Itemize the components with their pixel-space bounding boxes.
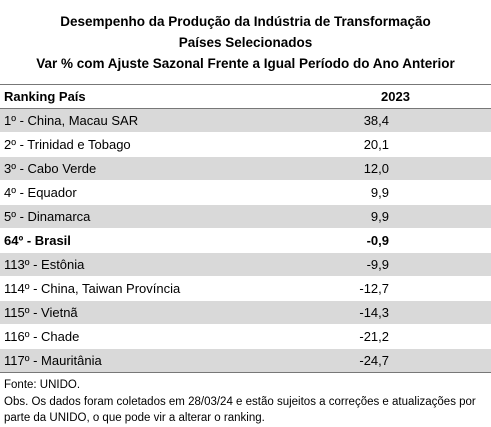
value-cell: 9,9	[370, 209, 389, 224]
titles: Desempenho da Produção da Indústria de T…	[0, 0, 491, 74]
table-row: 2º - Trinidad e Tobago 20,1	[0, 133, 491, 157]
table-row: 116º - Chade -21,2	[0, 325, 491, 349]
country-cell: 114º - China, Taiwan Província	[4, 281, 181, 296]
description: Var % com Ajuste Sazonal Frente a Igual …	[36, 56, 455, 71]
table-row: 114º - China, Taiwan Província -12,7	[0, 277, 491, 301]
table-row: 4º - Equador 9,9	[0, 181, 491, 205]
country-cell: 4º - Equador	[4, 185, 77, 200]
title: Desempenho da Produção da Indústria de T…	[60, 14, 431, 29]
value-cell: 9,9	[370, 185, 389, 200]
value-cell: -0,9	[366, 233, 389, 248]
country-cell: 1º - China, Macau SAR	[4, 113, 139, 128]
value-cell: -14,3	[359, 305, 389, 320]
footer: Fonte: UNIDO. Obs. Os dados foram coleta…	[0, 373, 491, 427]
table-row: 64º - Brasil -0,9	[0, 229, 491, 253]
value-cell: -9,9	[366, 257, 389, 272]
country-cell: 64º - Brasil	[4, 233, 71, 248]
ranking-table: Ranking País 2023 1º - China, Macau SAR 3…	[0, 84, 491, 373]
country-cell: 116º - Chade	[4, 329, 80, 344]
value-cell: 38,4	[363, 113, 389, 128]
subtitle: Países Selecionados	[178, 35, 313, 50]
value-cell: -21,2	[359, 329, 389, 344]
country-cell: 115º - Vietnã	[4, 305, 78, 320]
table-row: 5º - Dinamarca 9,9	[0, 204, 491, 229]
table-row: 117º - Mauritânia -24,7	[0, 348, 491, 373]
value-cell: -12,7	[359, 281, 389, 296]
note: Obs. Os dados foram coletados em 28/03/2…	[4, 395, 476, 425]
table-row: 1º - China, Macau SAR 38,4	[0, 108, 491, 133]
country-cell: 3º - Cabo Verde	[4, 161, 97, 176]
table-row: 3º - Cabo Verde 12,0	[0, 156, 491, 181]
table-row: 113º - Estônia -9,9	[0, 252, 491, 277]
table-body: 1º - China, Macau SAR 38,4 2º - Trinidad e…	[0, 108, 491, 373]
country-cell: 113º - Estônia	[4, 257, 85, 272]
column-header: Ranking País	[0, 84, 300, 109]
country-cell: 5º - Dinamarca	[4, 209, 91, 224]
country-cell: 2º - Trinidad e Tobago	[4, 137, 131, 152]
value-cell: 20,1	[363, 137, 389, 152]
source: Fonte: UNIDO.	[4, 379, 81, 391]
value-cell: -24,7	[359, 353, 389, 368]
column-header: 2023	[300, 84, 491, 109]
country-cell: 117º - Mauritânia	[4, 353, 102, 368]
value-cell: 12,0	[363, 161, 389, 176]
header-row: Ranking País 2023	[0, 84, 491, 109]
table-row: 115º - Vietnã -14,3	[0, 300, 491, 325]
